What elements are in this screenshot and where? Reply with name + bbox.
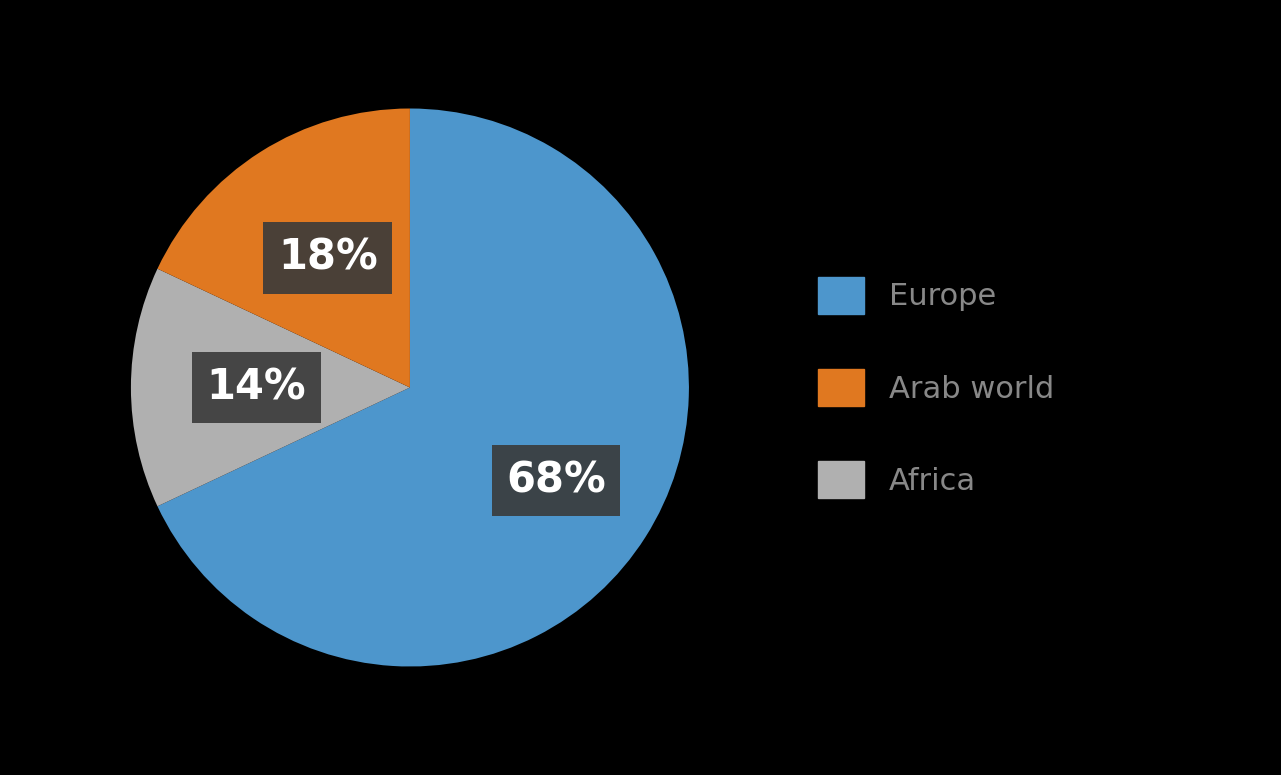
Wedge shape (158, 109, 410, 388)
Text: 68%: 68% (506, 459, 606, 501)
Wedge shape (131, 269, 410, 506)
Text: 18%: 18% (278, 237, 378, 279)
Text: 14%: 14% (206, 367, 306, 408)
Legend: Europe, Arab world, Africa: Europe, Arab world, Africa (788, 246, 1085, 529)
Wedge shape (158, 109, 689, 666)
